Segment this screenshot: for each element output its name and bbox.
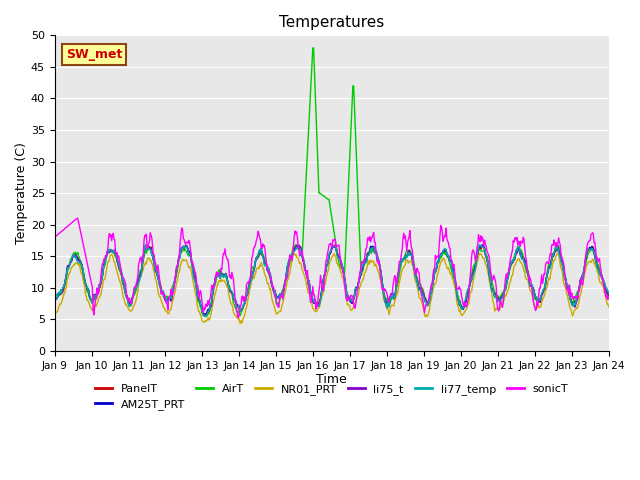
PanelT <box>204 307 212 313</box>
AirT <box>417 282 424 288</box>
AirT <box>201 313 209 319</box>
li75_t <box>51 297 58 302</box>
AM25T_PRT <box>416 285 424 290</box>
li77_temp <box>605 290 612 296</box>
sonicT <box>118 273 126 279</box>
li77_temp <box>175 256 182 262</box>
sonicT <box>417 285 424 290</box>
Title: Temperatures: Temperatures <box>279 15 384 30</box>
Line: sonicT: sonicT <box>54 218 609 318</box>
AM25T_PRT <box>174 261 182 266</box>
PanelT <box>292 242 300 248</box>
li75_t <box>202 313 209 319</box>
AirT <box>174 264 182 270</box>
sonicT <box>401 235 408 241</box>
sonicT <box>605 296 612 302</box>
li77_temp <box>141 242 149 248</box>
sonicT <box>204 298 212 303</box>
li75_t <box>204 309 212 314</box>
NR01_PRT <box>400 264 408 270</box>
AirT <box>61 281 68 287</box>
Line: PanelT: PanelT <box>54 245 609 315</box>
AirT <box>51 294 58 300</box>
Line: li75_t: li75_t <box>54 245 609 316</box>
li75_t <box>416 286 424 292</box>
li75_t <box>174 260 182 266</box>
AM25T_PRT <box>61 281 68 287</box>
AirT <box>204 310 212 316</box>
sonicT <box>234 315 242 321</box>
AirT <box>605 296 612 301</box>
NR01_PRT <box>605 304 612 310</box>
PanelT <box>401 256 408 262</box>
li75_t <box>605 292 612 298</box>
AirT <box>118 274 125 279</box>
NR01_PRT <box>204 317 211 323</box>
PanelT <box>202 312 209 318</box>
li77_temp <box>417 288 424 294</box>
li77_temp <box>118 270 125 276</box>
PanelT <box>61 283 68 288</box>
li77_temp <box>205 308 212 313</box>
sonicT <box>73 216 81 221</box>
X-axis label: Time: Time <box>316 373 347 386</box>
li77_temp <box>61 281 68 287</box>
li75_t <box>479 242 486 248</box>
Line: NR01_PRT: NR01_PRT <box>54 253 609 324</box>
NR01_PRT <box>554 251 562 256</box>
AM25T_PRT <box>202 312 209 318</box>
AM25T_PRT <box>204 307 212 312</box>
PanelT <box>417 285 424 291</box>
AirT <box>401 253 408 259</box>
Line: li77_temp: li77_temp <box>54 245 609 316</box>
NR01_PRT <box>174 275 182 280</box>
li77_temp <box>401 256 408 262</box>
li75_t <box>118 271 125 276</box>
AirT <box>309 45 317 51</box>
NR01_PRT <box>61 290 68 296</box>
sonicT <box>175 254 182 260</box>
AM25T_PRT <box>51 297 58 302</box>
li75_t <box>61 281 68 287</box>
sonicT <box>61 226 68 232</box>
PanelT <box>174 262 182 267</box>
sonicT <box>51 234 58 240</box>
NR01_PRT <box>51 307 58 313</box>
AM25T_PRT <box>605 292 612 298</box>
AM25T_PRT <box>400 256 408 262</box>
Legend: PanelT, AM25T_PRT, AirT, NR01_PRT, li75_t, li77_temp, sonicT: PanelT, AM25T_PRT, AirT, NR01_PRT, li75_… <box>91 379 573 415</box>
AM25T_PRT <box>118 272 125 278</box>
PanelT <box>605 292 612 298</box>
Text: SW_met: SW_met <box>66 48 122 61</box>
NR01_PRT <box>118 285 125 291</box>
NR01_PRT <box>237 321 244 326</box>
Y-axis label: Temperature (C): Temperature (C) <box>15 142 28 244</box>
Line: AM25T_PRT: AM25T_PRT <box>54 245 609 315</box>
li75_t <box>400 256 408 262</box>
Line: AirT: AirT <box>54 48 609 316</box>
li77_temp <box>51 296 58 301</box>
AM25T_PRT <box>479 242 486 248</box>
NR01_PRT <box>416 296 424 301</box>
li77_temp <box>202 313 209 319</box>
PanelT <box>118 273 125 279</box>
PanelT <box>51 297 58 302</box>
